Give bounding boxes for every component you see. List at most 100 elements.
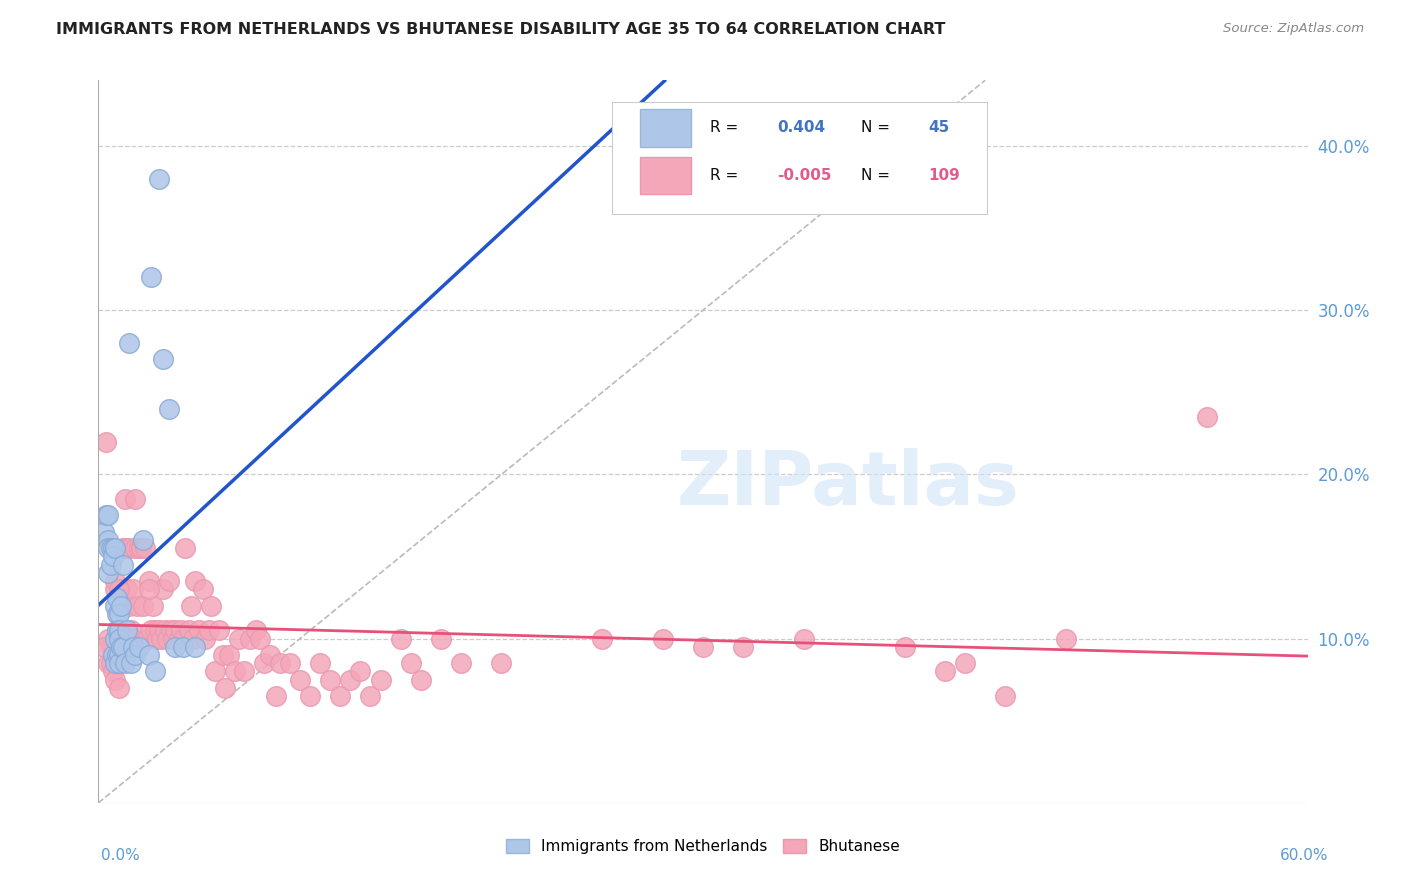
Point <box>101 665 124 679</box>
Point <box>167 632 190 646</box>
Point <box>105 591 128 605</box>
Point <box>129 541 152 556</box>
Point <box>218 648 240 662</box>
Point <box>193 582 215 597</box>
Point <box>132 599 155 613</box>
Point <box>120 657 142 671</box>
Point <box>105 607 128 621</box>
Point <box>107 632 129 646</box>
Text: Source: ZipAtlas.com: Source: ZipAtlas.com <box>1223 22 1364 36</box>
Point <box>134 541 156 556</box>
Point <box>143 624 166 638</box>
Point <box>319 673 342 687</box>
Point <box>101 541 124 556</box>
Point <box>329 689 352 703</box>
Point <box>124 648 146 662</box>
Point <box>107 624 129 638</box>
Point <box>121 632 143 646</box>
Point <box>107 681 129 695</box>
Point <box>97 541 120 556</box>
Point <box>299 689 322 703</box>
Point <box>188 624 211 638</box>
Point <box>148 624 170 638</box>
Point <box>198 624 221 638</box>
Point <box>138 574 160 588</box>
Text: 60.0%: 60.0% <box>1281 848 1329 863</box>
Point <box>184 640 207 654</box>
Point <box>103 582 125 597</box>
Point <box>172 632 194 646</box>
Point <box>114 657 136 671</box>
Point <box>121 582 143 597</box>
Point <box>692 640 714 654</box>
Point <box>124 491 146 506</box>
Point <box>107 632 129 646</box>
Point <box>103 632 125 646</box>
Point <box>107 607 129 621</box>
Text: R =: R = <box>710 169 738 183</box>
Point <box>93 524 115 539</box>
Bar <box>640 157 690 194</box>
Point <box>96 508 118 523</box>
Point <box>138 648 160 662</box>
Point <box>591 632 613 646</box>
Point <box>105 624 128 638</box>
Point <box>208 624 231 638</box>
Point <box>114 632 136 646</box>
Point <box>142 599 165 613</box>
Point <box>120 624 142 638</box>
Point <box>409 673 432 687</box>
Point <box>101 648 124 662</box>
Bar <box>640 109 690 147</box>
Point <box>114 541 136 556</box>
Point <box>370 673 392 687</box>
Point <box>249 632 271 646</box>
Point <box>269 657 291 671</box>
Point <box>107 582 129 597</box>
Point <box>1195 409 1218 424</box>
Point <box>103 599 125 613</box>
Point <box>163 624 186 638</box>
Point <box>118 599 141 613</box>
Point <box>152 582 174 597</box>
Point <box>103 657 125 671</box>
Point <box>934 665 956 679</box>
Text: 0.0%: 0.0% <box>101 848 141 863</box>
Point <box>157 574 180 588</box>
Text: N =: N = <box>862 169 890 183</box>
Point <box>111 541 134 556</box>
Point <box>180 599 202 613</box>
Point <box>152 352 174 367</box>
Point <box>160 624 183 638</box>
Point <box>288 673 311 687</box>
Point <box>253 657 276 671</box>
Point <box>124 541 146 556</box>
Point <box>214 681 236 695</box>
Point <box>118 541 141 556</box>
Point <box>115 624 138 638</box>
Point <box>138 582 160 597</box>
Point <box>139 624 162 638</box>
Point <box>893 640 915 654</box>
Point <box>232 665 254 679</box>
Legend: Immigrants from Netherlands, Bhutanese: Immigrants from Netherlands, Bhutanese <box>501 833 905 860</box>
Point <box>97 566 120 580</box>
Point <box>149 632 172 646</box>
Point <box>224 665 246 679</box>
Point <box>105 648 128 662</box>
Point <box>128 541 150 556</box>
Point <box>139 270 162 285</box>
Point <box>194 632 217 646</box>
Point <box>101 549 124 564</box>
Point <box>97 508 120 523</box>
Point <box>103 574 125 588</box>
Point <box>135 632 157 646</box>
Point <box>994 689 1017 703</box>
Point <box>110 599 132 613</box>
Point <box>105 632 128 646</box>
Point <box>245 624 267 638</box>
Point <box>793 632 815 646</box>
Point <box>162 632 184 646</box>
Point <box>349 665 371 679</box>
Point <box>200 599 222 613</box>
